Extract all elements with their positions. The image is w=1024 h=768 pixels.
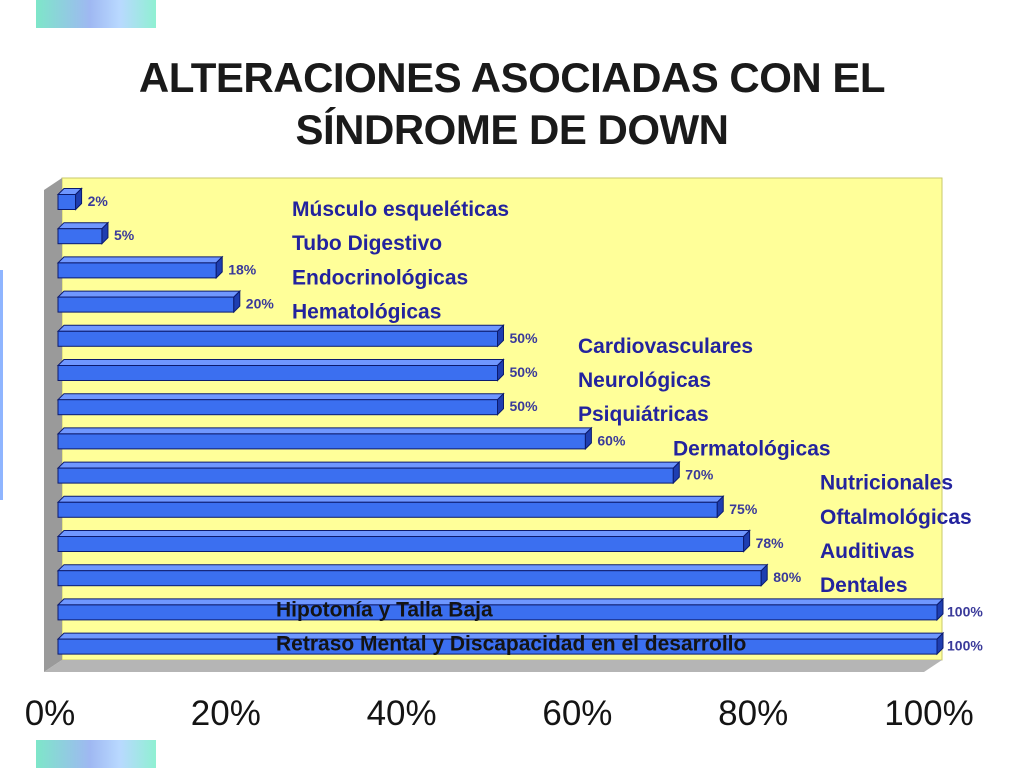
category-label: Retraso Mental y Discapacidad en el desa… — [276, 633, 746, 656]
bar-top-face — [56, 324, 505, 332]
chart-title-line-2: SÍNDROME DE DOWN — [295, 106, 730, 153]
value-label: 5% — [114, 227, 135, 243]
chart-floor — [44, 660, 942, 672]
category-label: Hipotonía y Talla Baja — [276, 598, 493, 621]
x-tick-label: 0% — [25, 694, 76, 733]
value-label: 78% — [756, 535, 785, 551]
value-label: 50% — [510, 364, 539, 380]
chart-back-wall — [61, 177, 943, 661]
category-label: Dermatológicas — [673, 437, 831, 460]
bar-top-face — [56, 530, 751, 537]
bar-end-face — [497, 324, 504, 348]
category-label: Endocrinológicas — [292, 266, 468, 289]
decorative-gradient-bottom — [36, 740, 156, 768]
bar — [57, 228, 103, 245]
category-label: Nutricionales — [820, 472, 953, 495]
bar-end-face — [101, 221, 109, 245]
bar-top-face — [56, 564, 769, 572]
decorative-edge-line — [0, 270, 3, 500]
bar-end-face — [75, 187, 83, 211]
bar-end-face — [760, 563, 768, 587]
category-label: Oftalmológicas — [820, 506, 972, 529]
bar-end-face — [497, 358, 504, 382]
bar-end-face — [233, 289, 241, 314]
x-tick-label: 40% — [367, 694, 437, 733]
value-labels: 2% 5% 18% 20% 50% 50% 50% 60% 70% 75% 78% 80% 100% 10… — [88, 193, 984, 654]
x-tick-label: 60% — [542, 694, 612, 733]
bar-end-face — [497, 392, 504, 416]
value-label: 60% — [597, 432, 626, 448]
value-label: 20% — [246, 296, 275, 312]
category-label: Dentales — [820, 574, 908, 597]
bar-top-face — [56, 598, 945, 606]
bar-series — [56, 187, 945, 656]
value-label: 80% — [773, 569, 802, 585]
bar — [57, 604, 938, 621]
bar — [57, 330, 498, 347]
value-label: 75% — [729, 501, 758, 517]
bar-top-face — [56, 359, 505, 366]
category-labels: Músculo esqueléticas Tubo Digestivo Endocr… — [276, 198, 972, 656]
bar — [57, 467, 674, 484]
chart-side-wall — [44, 178, 62, 672]
bar — [57, 296, 235, 313]
decorative-gradient-top — [36, 0, 156, 28]
bar-top-face — [56, 495, 725, 503]
value-label: 50% — [510, 330, 539, 346]
category-label: Músculo esqueléticas — [292, 198, 509, 221]
bar — [57, 194, 77, 210]
value-label: 2% — [88, 193, 109, 209]
bar-top-face — [56, 222, 110, 230]
bar-end-face — [936, 597, 944, 622]
value-label: 100% — [947, 603, 983, 619]
bar — [57, 399, 498, 416]
x-tick-label: 20% — [191, 694, 261, 733]
bar — [57, 536, 745, 552]
bar-top-face — [56, 256, 224, 264]
value-label: 100% — [947, 638, 983, 654]
category-label: Tubo Digestivo — [292, 232, 442, 255]
bar — [57, 262, 217, 279]
chart-title-line-1: ALTERACIONES ASOCIADAS CON EL — [138, 54, 886, 101]
bar — [57, 365, 498, 381]
bar-end-face — [716, 495, 724, 519]
bar-end-face — [743, 529, 751, 553]
category-label: Hematológicas — [292, 301, 441, 324]
bar-top-face — [56, 393, 505, 401]
value-label: 18% — [228, 261, 257, 277]
x-tick-label: 80% — [718, 694, 788, 733]
chart-panel — [44, 177, 943, 672]
category-label: Psiquiátricas — [578, 403, 709, 426]
bar — [57, 433, 586, 450]
category-label: Neurológicas — [578, 369, 711, 392]
x-axis-ticks: 0% 20% 40% 60% 80% 100% — [25, 694, 974, 733]
bar-end-face — [936, 631, 944, 656]
bar-top-face — [56, 461, 681, 469]
bar-top-face — [56, 290, 242, 298]
bar-end-face — [672, 460, 680, 485]
category-label: Cardiovasculares — [578, 335, 753, 358]
bar — [57, 501, 718, 518]
bar-end-face — [215, 255, 223, 280]
bar-top-face — [56, 427, 593, 435]
value-label: 50% — [510, 398, 539, 414]
value-label: 70% — [685, 467, 714, 483]
bar — [57, 570, 762, 587]
category-label: Auditivas — [820, 540, 915, 563]
x-tick-label: 100% — [884, 694, 974, 733]
bar-end-face — [584, 426, 592, 451]
